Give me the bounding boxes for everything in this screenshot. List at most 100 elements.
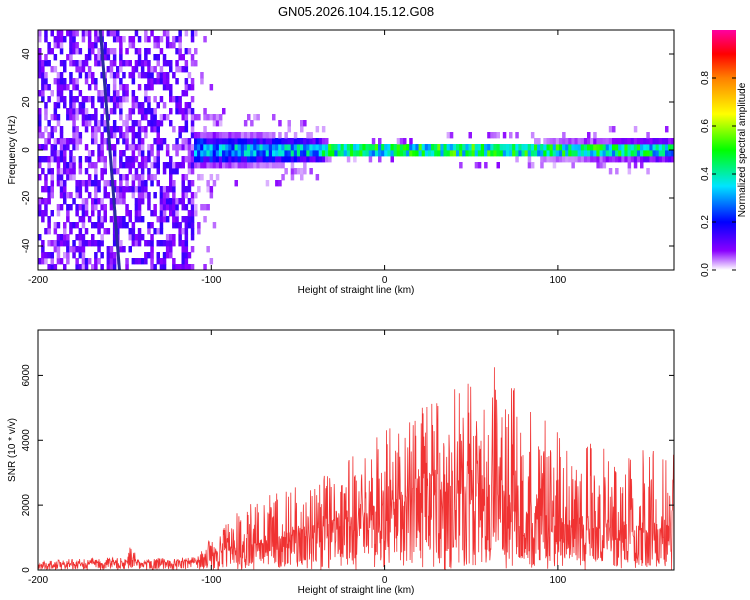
heatmap-cell	[312, 156, 316, 163]
heatmap-cell	[190, 156, 195, 163]
heatmap-cell	[325, 144, 329, 151]
heatmap-cell	[81, 234, 86, 241]
heatmap-cell	[262, 162, 267, 169]
heatmap-cell	[194, 48, 198, 55]
heatmap-cell	[231, 162, 235, 169]
heatmap-cell	[218, 114, 223, 121]
heatmap-cell	[368, 144, 373, 151]
heatmap-cell	[268, 144, 273, 151]
heatmap-cell	[91, 132, 95, 139]
heatmap-cell	[212, 222, 217, 229]
heatmap-cell	[225, 144, 229, 151]
heatmap-cell	[94, 78, 98, 85]
heatmap-cell	[427, 144, 432, 151]
heatmap-cell	[150, 66, 154, 73]
heatmap-cell	[190, 36, 195, 43]
heatmap-cell	[487, 144, 491, 151]
heatmap-cell	[200, 150, 204, 157]
heatmap-cell	[119, 216, 123, 223]
heatmap-cell	[296, 138, 301, 145]
heatmap-cell	[256, 138, 260, 145]
heatmap-cell	[103, 186, 107, 193]
heatmap-cell	[128, 228, 132, 235]
heatmap-cell	[661, 144, 666, 151]
heatmap-cell	[184, 102, 189, 109]
heatmap-cell	[131, 108, 136, 115]
heatmap-cell	[50, 174, 54, 181]
heatmap-cell	[309, 168, 313, 175]
heatmap-cell	[109, 60, 114, 67]
heatmap-cell	[103, 180, 107, 187]
heatmap-cell	[605, 144, 610, 151]
heatmap-cell	[540, 150, 544, 157]
heatmap-cell	[190, 246, 195, 253]
heatmap-cell	[75, 246, 79, 253]
heatmap-cell	[250, 156, 254, 163]
heatmap-cell	[72, 84, 76, 91]
heatmap-cell	[612, 150, 616, 157]
heatmap-cell	[59, 234, 64, 241]
heatmap-cell	[190, 84, 195, 91]
heatmap-cell	[94, 108, 98, 115]
heatmap-cell	[262, 138, 267, 145]
heatmap-cell	[612, 138, 616, 145]
heatmap-cell	[178, 162, 182, 169]
heatmap-cell	[421, 150, 426, 157]
heatmap-cell	[100, 90, 104, 97]
heatmap-cell	[150, 258, 154, 265]
heatmap-cell	[75, 66, 79, 73]
heatmap-cell	[206, 114, 210, 121]
heatmap-cell	[225, 138, 229, 145]
heatmap-cell	[169, 198, 173, 205]
heatmap-cell	[81, 120, 86, 127]
heatmap-cell	[331, 150, 335, 157]
heatmap-cell	[78, 192, 83, 199]
heatmap-cell	[53, 156, 58, 163]
heatmap-cell	[190, 198, 195, 205]
heatmap-cell	[147, 78, 151, 85]
heatmap-cell	[156, 42, 160, 49]
heatmap-cell	[137, 186, 142, 193]
heatmap-cell	[78, 156, 83, 163]
heatmap-cell	[605, 156, 610, 163]
heatmap-cell	[41, 132, 45, 139]
heatmap-cell	[493, 150, 497, 157]
heatmap-cell	[424, 150, 429, 157]
heatmap-cell	[87, 42, 92, 49]
heatmap-cell	[272, 150, 276, 157]
heatmap-cell	[66, 240, 70, 247]
heatmap-cell	[165, 114, 170, 121]
heatmap-cell	[41, 186, 45, 193]
heatmap-cell	[119, 126, 123, 133]
heatmap-cell	[381, 150, 385, 157]
heatmap-cell	[78, 234, 83, 241]
heatmap-cell	[100, 252, 104, 259]
heatmap-cell	[175, 150, 179, 157]
heatmap-cell	[368, 156, 373, 163]
heatmap-cell	[53, 126, 58, 133]
heatmap-cell	[203, 264, 207, 270]
heatmap-cell	[69, 78, 73, 85]
heatmap-cell	[231, 144, 235, 151]
heatmap-cell	[75, 204, 79, 211]
heatmap-cell	[72, 48, 76, 55]
heatmap-cell	[44, 108, 48, 115]
heatmap-cell	[78, 90, 83, 97]
heatmap-cell	[122, 150, 126, 157]
heatmap-cell	[119, 114, 123, 121]
heatmap-cell	[262, 156, 267, 163]
heatmap-cell	[66, 138, 70, 145]
heatmap-cell	[540, 144, 544, 151]
heatmap-cell	[612, 126, 616, 133]
heatmap-cell	[493, 144, 497, 151]
heatmap-cell	[387, 150, 391, 157]
heatmap-cell	[112, 156, 117, 163]
heatmap-cell	[137, 180, 142, 187]
heatmap-cell	[162, 192, 167, 199]
heatmap-cell	[590, 150, 594, 157]
heatmap-cell	[125, 156, 129, 163]
heatmap-cell	[306, 144, 310, 151]
heatmap-cell	[153, 120, 157, 127]
heatmap-cell	[44, 54, 48, 61]
heatmap-cell	[94, 114, 98, 121]
